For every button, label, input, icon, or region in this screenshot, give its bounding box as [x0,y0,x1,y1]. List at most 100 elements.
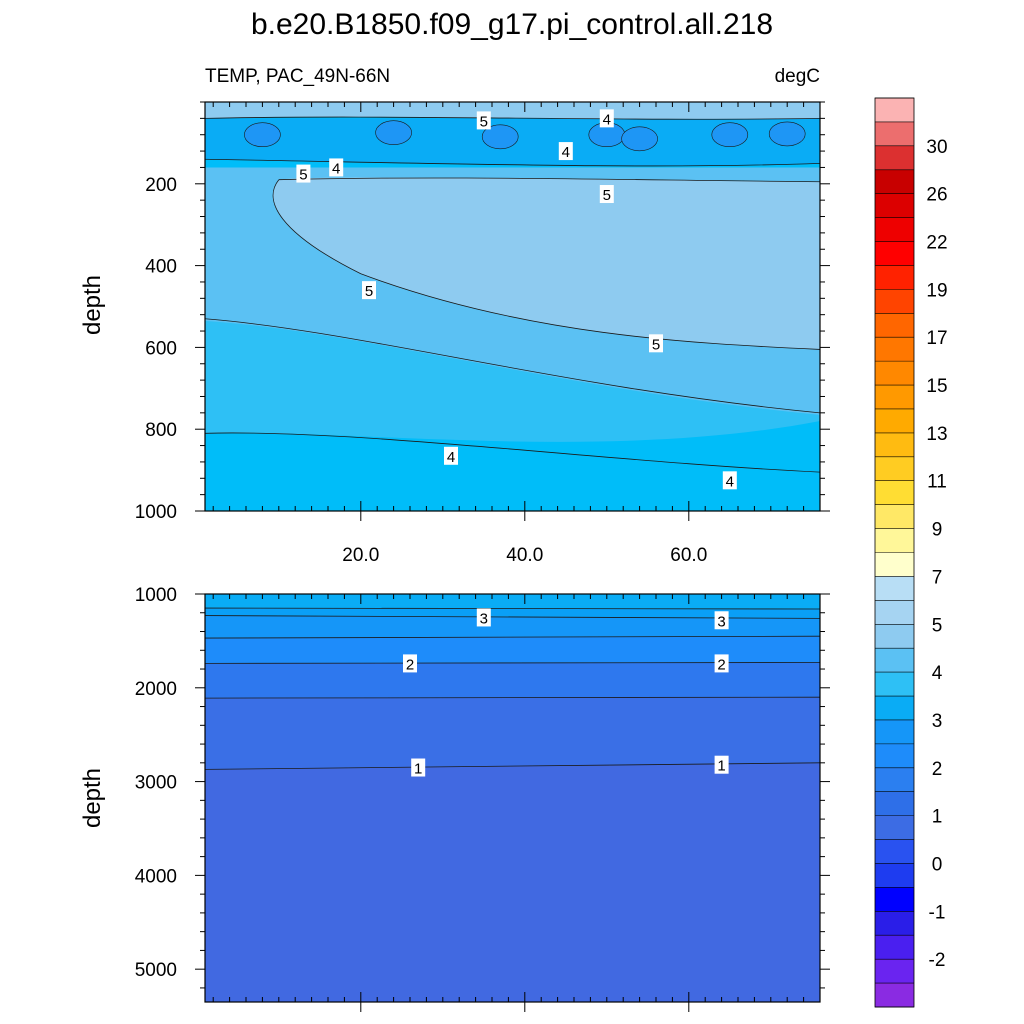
lower-contour-label: 2 [717,656,725,673]
colorbar-label: -1 [929,902,946,923]
colorbar-label: 11 [927,472,947,493]
upper-contour-line [278,177,821,183]
upper-contour-label-bg [476,111,491,130]
colorbar-segment [875,504,914,530]
colorbar-segment [875,121,914,147]
lower-contour-line [204,635,821,639]
upper-contour-label: 4 [726,473,734,490]
colorbar-label: 15 [926,376,947,397]
upper-ytick-label: 200 [145,175,177,196]
colorbar-segment [875,528,914,553]
colorbar-segment [875,600,914,625]
colorbar-segment [875,815,914,841]
variable-label: TEMP, PAC_49N-66N [205,66,390,87]
upper-contour-label: 5 [652,336,660,353]
colorbar-label: 17 [926,328,947,349]
upper-cold-pocket [375,120,412,145]
upper-contour-label: 4 [603,111,611,128]
lower-contour-label-bg [411,758,426,777]
upper-contour-label-bg [649,334,663,353]
upper-contour-label: 4 [562,144,570,161]
colorbar-label: 1 [932,807,943,828]
colorbar-segment [875,456,914,482]
upper-contour-label-bg [722,471,737,490]
colorbar-segment [875,432,914,458]
lower-contour-line [204,607,821,610]
colorbar-segment [875,839,914,864]
lower-contour-label: 3 [480,610,488,627]
upper-contour-label-bg [296,164,311,183]
upper-ytick-label: 800 [145,420,177,441]
colorbar: 30 26 22 19 17 15 13 11 9 7 5 4 3 2 1 0 -1 -2 [874,97,948,1008]
upper-contour-label: 5 [480,113,488,130]
colorbar-label: 3 [932,711,943,732]
upper-xtick-label: 20.0 [342,545,379,566]
upper-ytick-label: 1000 [135,502,177,523]
upper-contour-label: 4 [332,160,340,177]
lower-ytick-label: 4000 [135,866,177,887]
colorbar-label: 30 [926,137,947,158]
lower-ytick-label: 3000 [135,773,177,794]
upper-contour-line [204,432,821,473]
colorbar-segment [875,98,914,123]
upper-panel: 5 4 4 5 4 5 5 5 4 4 200 400 600 800 1000 20.0 40.0 60.0 [135,101,830,566]
colorbar-segment [875,193,914,219]
lower-contour-label-bg [714,755,729,774]
lower-contour-label: 1 [414,761,422,778]
lower-contour-label-bg [403,654,417,673]
upper-contour-label-bg [362,281,376,300]
colorbar-segment [875,145,914,171]
upper-ylabel: depth [79,275,106,335]
colorbar-label: 22 [926,233,947,254]
upper-contour-label-bg [599,109,614,128]
colorbar-segment [875,887,914,912]
upper-cold-pocket [481,124,519,150]
colorbar-segment [875,217,914,243]
colorbar-segment [875,983,914,1008]
colorbar-segment [875,313,914,338]
colorbar-segment [875,743,914,769]
colorbar-segment [875,337,914,362]
colorbar-segment [875,169,914,195]
upper-contour-line [204,116,821,120]
upper-xtick-label: 60.0 [670,545,707,566]
upper-ytick-label: 400 [145,257,177,278]
colorbar-label: 7 [932,567,943,588]
colorbar-segment [875,289,914,314]
colorbar-label: 5 [932,615,943,636]
upper-cold-pocket [621,126,658,152]
upper-contour-label: 5 [365,283,373,300]
lower-panel: 3 3 2 2 1 1 1000 2000 3000 4000 5000 [135,585,830,1012]
chart-title: b.e20.B1850.f09_g17.pi_control.all.218 [251,8,773,41]
colorbar-segment [875,696,914,721]
units-label: degC [775,66,820,87]
upper-contour-line [204,318,821,414]
colorbar-segment [875,552,914,577]
colorbar-segment [875,791,914,817]
upper-contour-label-bg [329,158,344,177]
colorbar-label: 0 [932,854,943,875]
colorbar-segment [875,911,914,936]
upper-contour-label-bg [558,142,573,161]
colorbar-label: 2 [932,759,943,780]
colorbar-segment [875,624,914,649]
upper-layer-4 [205,318,820,442]
colorbar-segment [875,959,914,984]
upper-cold-pocket [768,121,806,147]
upper-contour-line [204,158,821,167]
lower-layer [205,594,820,610]
lower-contour-line [204,696,821,699]
upper-frame [204,101,821,512]
colorbar-segment [875,719,914,745]
colorbar-segment [875,672,914,697]
upper-cold-pocket [244,122,281,148]
colorbar-segment [875,863,914,888]
lower-contour-label-bg [714,654,729,673]
upper-contour-label: 5 [299,167,307,184]
colorbar-segment [875,576,914,601]
colorbar-label: 26 [926,185,947,206]
colorbar-segment [875,361,914,386]
upper-layer-surface [205,102,820,120]
